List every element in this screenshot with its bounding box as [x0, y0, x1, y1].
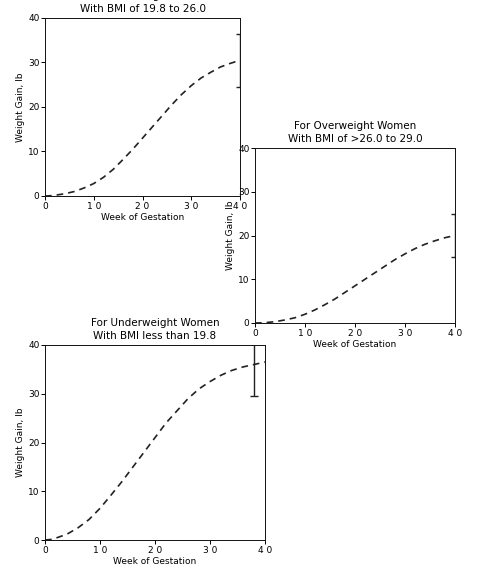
- X-axis label: Week of Gestation: Week of Gestation: [313, 340, 397, 349]
- X-axis label: Week of Gestation: Week of Gestation: [101, 213, 184, 222]
- Title: For Normal Weight Women
With BMI of 19.8 to 26.0: For Normal Weight Women With BMI of 19.8…: [73, 0, 212, 14]
- Y-axis label: Weight Gain, lb: Weight Gain, lb: [16, 72, 25, 142]
- Y-axis label: Weight Gain, lb: Weight Gain, lb: [226, 201, 235, 270]
- Title: For Underweight Women
With BMI less than 19.8: For Underweight Women With BMI less than…: [91, 318, 219, 342]
- Y-axis label: Weight Gain, lb: Weight Gain, lb: [16, 408, 25, 477]
- X-axis label: Week of Gestation: Week of Gestation: [113, 558, 196, 566]
- Title: For Overweight Women
With BMI of >26.0 to 29.0: For Overweight Women With BMI of >26.0 t…: [288, 121, 422, 144]
